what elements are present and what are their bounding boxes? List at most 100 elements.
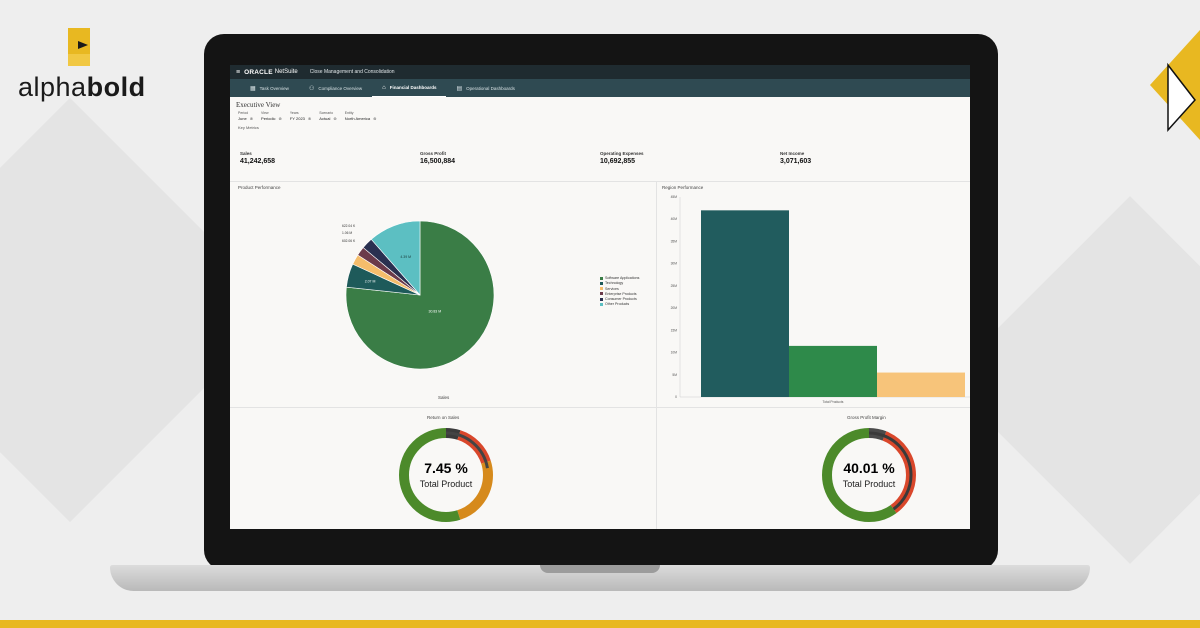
page-title: Executive View [236, 101, 281, 109]
legend-item[interactable]: Enterprise Products [600, 292, 639, 296]
pie-slice[interactable] [370, 220, 421, 296]
filter-label: Period [238, 111, 249, 115]
filter-label: Years [289, 111, 299, 115]
bar[interactable] [701, 210, 789, 397]
tab-label: Financial Dashboards [389, 85, 437, 90]
filter-value: Actual [319, 116, 331, 121]
pie-outside-label: 622.04 K [342, 224, 356, 228]
pie-legend: Software Applications Technology Service… [600, 276, 639, 308]
gauge-value: 7.45 % [424, 460, 468, 476]
pie-data-label: 2.07 M [365, 279, 376, 283]
metric-value: 41,242,658 [240, 158, 276, 165]
pie-slice[interactable] [345, 220, 495, 370]
brand-accent-bar [0, 620, 1200, 628]
filter-value: Periodic [261, 116, 276, 121]
y-tick-label: 10M [671, 351, 678, 355]
gauge-indicator [825, 431, 913, 519]
menu-icon[interactable]: ≡ [236, 68, 241, 76]
product-performance-pie[interactable]: 30.83 M 2.07 M 4.39 M 622.04 K 1.06 M 602.06 … [330, 210, 510, 380]
x-tick-label: Total Products [823, 400, 844, 404]
metric-label: Operating Expenses [600, 151, 644, 156]
filter-period[interactable]: Period June ⊗ [238, 111, 253, 121]
y-tick-label: 45M [671, 195, 678, 199]
legend-swatch [600, 302, 603, 306]
legend-label: Software Applications [605, 276, 640, 280]
filter-scenario[interactable]: Scenario Actual ⊗ [319, 111, 336, 121]
filter-years[interactable]: Years FY 2023 ⊗ [290, 111, 311, 121]
brand-wordmark: alphabold [18, 72, 146, 102]
divider [230, 181, 970, 182]
app-header: ≡ ORACLE NetSuite Close Management and C… [230, 65, 970, 79]
y-tick-label: 15M [671, 328, 678, 332]
table-icon: ▤ [456, 85, 463, 92]
legend-swatch [600, 287, 603, 291]
clear-icon[interactable]: ⊗ [333, 116, 337, 121]
region-performance-title: Region Performance [662, 185, 704, 190]
product-performance-title: Product Performance [238, 185, 281, 190]
legend-item[interactable]: Other Products [600, 302, 639, 306]
gauge-indicator [402, 431, 490, 519]
gross-profit-margin-title: Gross Profit Margin [847, 415, 886, 420]
metric-operating-expenses: Operating Expenses 10,692,855 [600, 151, 780, 165]
legend-label: Technology [605, 281, 624, 286]
product-name: NetSuite [274, 69, 298, 75]
metric-label: Sales [240, 151, 252, 156]
clear-icon[interactable]: ⊗ [249, 116, 254, 121]
legend-item[interactable]: Services [600, 287, 639, 291]
filter-entity[interactable]: Entity North America ⊗ [345, 111, 377, 121]
clear-icon[interactable]: ⊗ [307, 116, 312, 121]
legend-swatch [600, 292, 603, 296]
filter-label: Entity [344, 111, 354, 115]
filter-label: View [261, 111, 269, 115]
brand-logo: alphabold [18, 28, 145, 102]
people-icon: ⚇ [308, 85, 315, 92]
dashboard-screen: ≡ ORACLE NetSuite Close Management and C… [230, 65, 970, 529]
legend-label: Consumer Products [605, 297, 637, 302]
return-on-sales-title: Return on Sales [427, 415, 460, 420]
pie-outside-label: 1.06 M [342, 231, 352, 235]
gauge-caption: Total Product [843, 479, 896, 489]
tab-label: Compliance Overview [318, 85, 363, 91]
tab-compliance-overview[interactable]: ⚇ Compliance Overview [299, 79, 372, 97]
tab-label: Operational Dashboards [466, 85, 515, 91]
bar[interactable] [789, 345, 877, 397]
laptop-notch [540, 565, 660, 573]
tab-operational-dashboards[interactable]: ▤ Operational Dashboards [446, 79, 524, 97]
pie-outside-label: 602.06 K [342, 239, 356, 243]
metric-gross-profit: Gross Profit 16,500,884 [420, 151, 600, 165]
logo-mark-icon [68, 28, 90, 66]
filter-value: FY 2023 [289, 116, 305, 121]
return-on-sales-gauge[interactable]: 7.45 % Total Product [396, 425, 496, 525]
filter-bar: Period June ⊗ View Periodic ⊗ Years FY 2023 ⊗ … [238, 111, 970, 121]
tab-task-overview[interactable]: ▦ Task Overview [240, 79, 299, 97]
clear-icon[interactable]: ⊗ [373, 116, 377, 121]
bar[interactable] [877, 372, 965, 397]
play-arrow-icon [1150, 30, 1200, 140]
y-tick-label: 5M [672, 373, 677, 377]
legend-swatch [600, 281, 603, 285]
legend-item[interactable]: Software Applications [600, 276, 639, 280]
legend-item[interactable]: Consumer Products [600, 297, 639, 301]
metric-sales: Sales 41,242,658 [240, 151, 420, 165]
metric-value: 16,500,884 [420, 158, 456, 165]
divider [656, 181, 657, 529]
legend-item[interactable]: Technology [600, 281, 639, 285]
legend-label: Enterprise Products [605, 291, 637, 296]
tab-financial-dashboards[interactable]: ⌂ Financial Dashboards [372, 79, 447, 97]
gauge-caption: Total Product [420, 479, 473, 489]
y-tick-label: 25M [671, 284, 678, 288]
y-tick-label: 30M [671, 262, 678, 266]
pie-data-label: 30.83 M [429, 310, 442, 314]
gauge-segment [399, 428, 493, 522]
legend-swatch [600, 276, 603, 280]
filter-value: North America [344, 116, 371, 121]
key-metrics: Sales 41,242,658 Gross Profit 16,500,884 O… [240, 151, 960, 165]
gross-profit-margin-gauge[interactable]: 40.01 % Total Product [819, 425, 919, 525]
clear-icon[interactable]: ⊗ [278, 116, 282, 121]
filter-value: June [238, 116, 247, 121]
region-performance-bar[interactable]: 0 5M 10M 15M 20M 25M 30M 35M 40M 45M Total Product… [660, 193, 970, 405]
metric-label: Net Income [780, 151, 805, 156]
filter-view[interactable]: View Periodic ⊗ [261, 111, 282, 121]
legend-swatch [600, 297, 603, 301]
nav-tabs: ▦ Task Overview ⚇ Compliance Overview ⌂ Fin… [230, 79, 970, 97]
